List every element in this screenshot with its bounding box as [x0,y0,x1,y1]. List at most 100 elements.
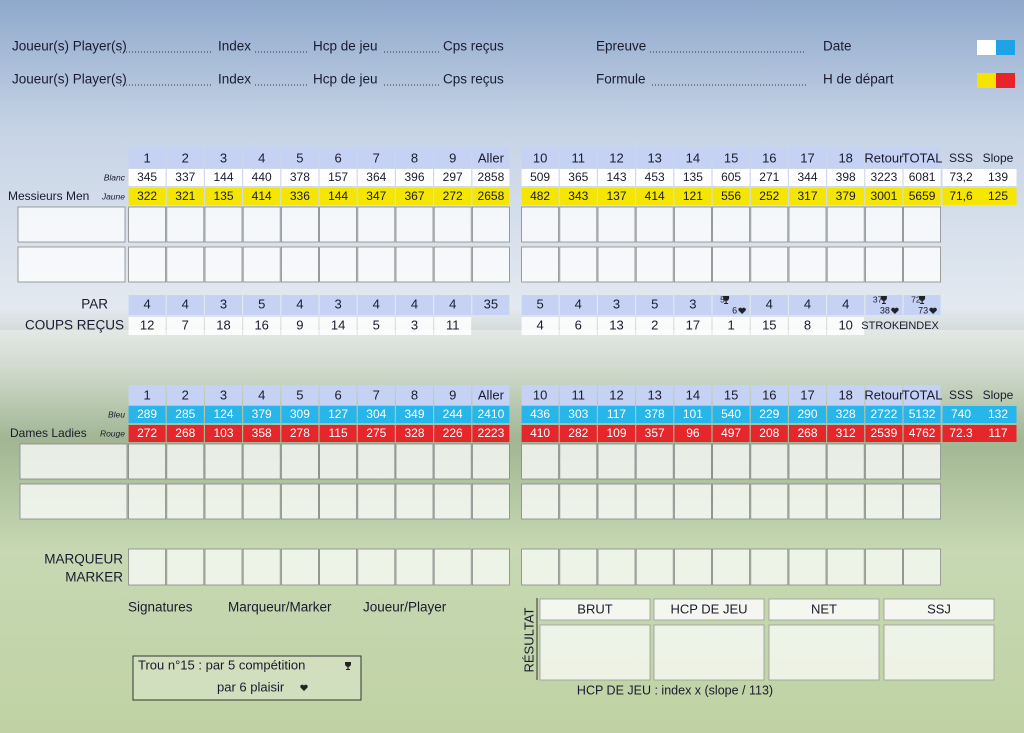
tee-distance: 252 [759,189,779,203]
cell [750,246,789,283]
cell [243,317,281,335]
tee-distance: 272 [137,426,157,440]
blank-name-cell [17,206,126,243]
field-label: Cps reçus [443,72,504,87]
cell [434,169,472,186]
cell [281,295,319,315]
cell [636,406,674,423]
par-value: 3 [689,296,696,311]
cell [750,188,788,205]
cell [635,206,674,243]
column-header: 9 [449,387,456,402]
cell [827,148,865,168]
result-header-cell [653,598,765,621]
column-header: 1 [143,150,150,165]
cell [597,246,636,283]
column-header: 15 [724,387,738,402]
tee-distance: 309 [290,407,310,421]
result-cell [539,624,651,681]
color-box [996,73,1015,88]
tee-distance: 117 [988,426,1007,440]
cell [281,188,319,205]
cell [434,188,472,205]
cell [521,443,559,480]
cell [674,385,712,405]
cell [903,483,941,520]
cell [826,206,865,243]
cell [865,548,903,586]
tee-distance: 328 [836,407,856,421]
cell [434,385,472,405]
cell [357,385,395,405]
cell [471,548,510,586]
cell [395,548,434,586]
stroke-index: 17 [686,317,700,332]
cell [942,188,980,205]
cell [636,148,674,168]
strokes-label: COUPS REÇUS [25,318,124,333]
stroke-index: 14 [331,317,345,332]
cell [598,188,635,205]
tee-distance: 436 [530,407,550,421]
cell [204,483,243,520]
cell [559,548,598,586]
tee-distance: 322 [137,189,157,203]
tee-distance: 143 [606,170,626,184]
signature-label: Marqueur/Marker [228,600,332,615]
cell [636,385,674,405]
tee-distance: 378 [645,407,665,421]
cell [281,425,319,442]
tee-distance: 71,6 [949,189,973,203]
cell [559,406,597,423]
cell [559,148,597,168]
cell [472,425,510,442]
column-header: 6 [334,150,341,165]
cell [674,425,712,442]
cell [434,425,472,442]
cell [903,548,941,586]
par-value: 4 [373,296,380,311]
column-header: SSS [949,388,973,402]
cell [166,548,205,586]
cell [788,206,827,243]
cell [243,425,281,442]
cell [471,443,510,480]
tee-distance: 4762 [909,426,936,440]
cell [205,295,242,315]
cell [471,206,510,243]
par-value: 4 [182,296,189,311]
tee-distance: 96 [686,426,700,440]
tee-distance: 414 [252,189,272,203]
tee-distance: 378 [290,170,310,184]
cell [319,425,357,442]
par-value: 4 [411,296,418,311]
field-label: Joueur(s) Player(s) [12,39,127,54]
column-header: 9 [449,150,456,165]
tee-distance: 72.3 [949,426,973,440]
cell [521,188,559,205]
tee-distance: 440 [252,170,272,184]
tee-distance: 347 [366,189,386,203]
cell [788,443,827,480]
column-header: 4 [258,150,265,165]
cell [128,169,166,186]
par-label: PAR [81,297,108,312]
cell [712,385,750,405]
cell [712,206,750,243]
column-header: SSS [949,151,973,165]
cell [243,406,281,423]
cell [712,188,750,205]
tee-distance: 365 [568,170,588,184]
column-header: 7 [373,387,380,402]
par-value: 4 [449,296,456,311]
cell [166,169,204,186]
result-header-cell [768,598,880,621]
stroke-index: 4 [536,317,543,332]
tee-distance: 2858 [478,170,505,184]
tee-distance: 2223 [478,426,505,440]
cell [750,385,788,405]
column-header: Retour [864,387,904,402]
cell [597,548,636,586]
column-header: 17 [800,387,814,402]
tee-distance: 2410 [478,407,505,421]
